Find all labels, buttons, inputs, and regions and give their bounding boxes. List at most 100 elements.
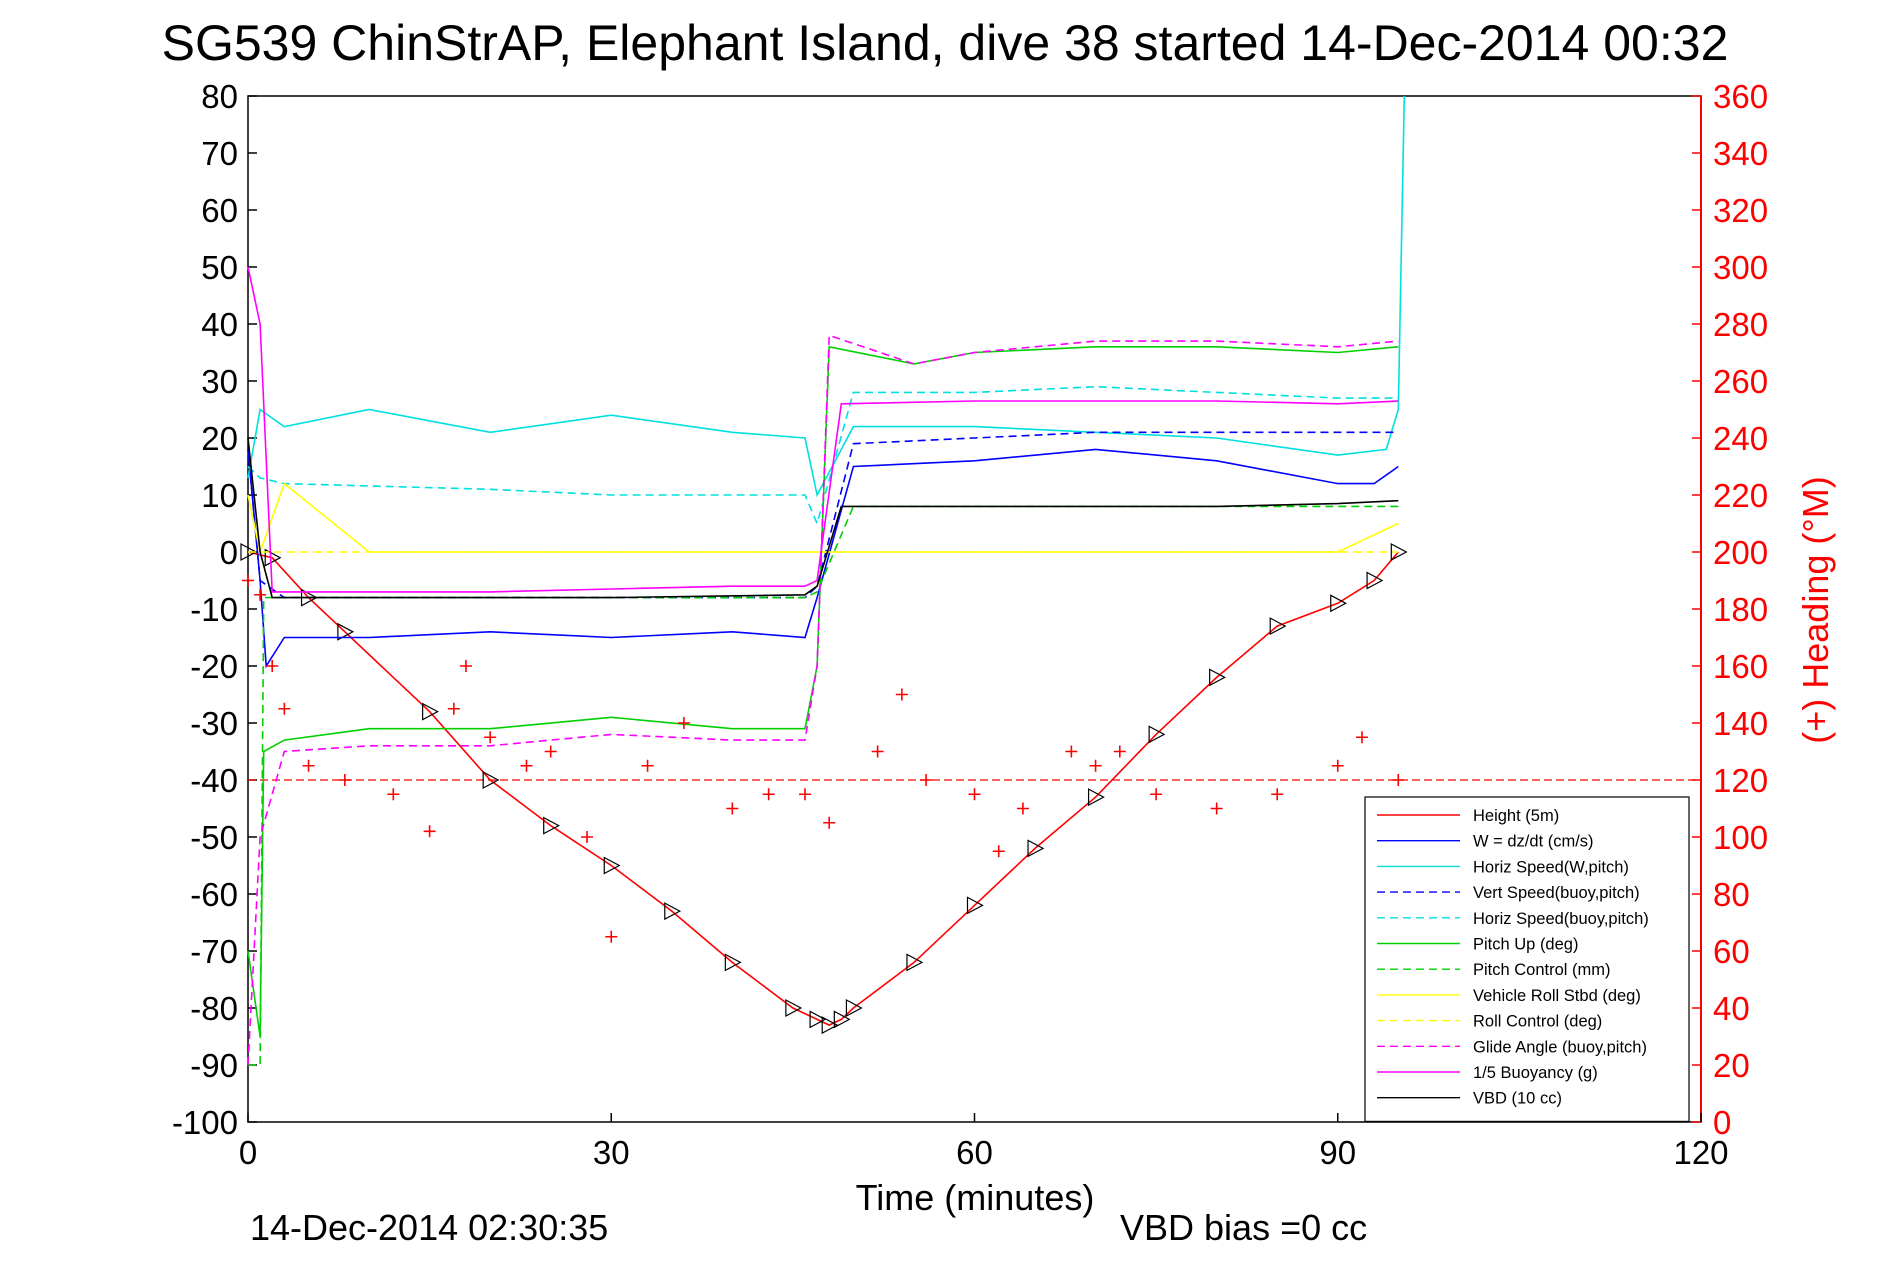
legend-box	[1364, 796, 1690, 1122]
series-10	[247, 266, 1399, 593]
y-right-tick-label: 60	[1713, 933, 1750, 970]
series-line	[247, 266, 1399, 593]
heading-point	[1392, 774, 1405, 786]
legend-entry: Pitch Up (deg)	[1473, 936, 1578, 954]
series-1	[247, 448, 1399, 669]
legend-entry: VBD (10 cc)	[1473, 1090, 1562, 1108]
heading-point	[895, 688, 908, 701]
heading-point	[1150, 788, 1163, 801]
legend: Height (5m) W = dz/dt (cm/s) Horiz Speed(W…	[1364, 796, 1690, 1122]
height-marker	[809, 1010, 827, 1029]
heading-point	[581, 831, 594, 843]
series-9	[247, 334, 1399, 1066]
y-tick-label: 0	[220, 534, 238, 571]
height-marker	[1390, 543, 1408, 561]
heading-point	[254, 588, 267, 601]
height-marker	[821, 1016, 839, 1035]
y-right-tick-label: 120	[1713, 762, 1768, 799]
y-right-tick-label: 80	[1713, 876, 1750, 913]
y-right-tick-label: 0	[1713, 1104, 1731, 1141]
height-marker	[240, 543, 258, 561]
series-6	[248, 505, 1399, 1066]
height-marker	[1027, 839, 1045, 858]
heading-point	[920, 774, 933, 786]
y-tick-label: -60	[190, 876, 238, 913]
heading-point	[641, 759, 654, 772]
y-tick-label: -40	[190, 762, 238, 799]
y-tick-label: -70	[190, 933, 238, 970]
heading-point	[605, 930, 618, 943]
heading-point	[1113, 745, 1126, 758]
chart-title: SG539 ChinStrAP, Elephant Island, dive 3…	[162, 15, 1729, 71]
legend-entry: Vert Speed(buoy,pitch)	[1473, 884, 1640, 902]
y-right-tick-label: 100	[1713, 819, 1768, 856]
y-tick-label: -20	[190, 648, 238, 685]
y-tick-label: 30	[201, 363, 238, 400]
heading-point	[302, 759, 315, 772]
y-right-tick-label: 20	[1713, 1047, 1750, 1084]
heading-point	[1355, 731, 1368, 744]
legend-entry: Height (5m)	[1473, 807, 1559, 825]
y-right-tick-label: 300	[1713, 249, 1768, 286]
footer-timestamp: 14-Dec-2014 02:30:35	[250, 1207, 608, 1248]
heading-point	[1065, 745, 1078, 758]
heading-point	[423, 825, 436, 838]
series-3	[247, 431, 1399, 599]
right-axis-label: (+) Heading (°M)	[1795, 476, 1836, 743]
heading-point	[1016, 802, 1029, 815]
footer-vbd-bias: VBD bias =0 cc	[1120, 1207, 1367, 1248]
y-tick-label: 50	[201, 249, 238, 286]
y-right-tick-label: 280	[1713, 306, 1768, 343]
heading-point	[266, 660, 279, 672]
legend-entry: Vehicle Roll Stbd (deg)	[1473, 987, 1641, 1005]
height-marker	[1209, 668, 1226, 687]
y-tick-label: -10	[190, 591, 238, 628]
y-right-tick-label: 220	[1713, 477, 1768, 514]
heading-point	[798, 788, 811, 801]
heading-point	[726, 802, 739, 815]
height-marker	[543, 816, 560, 835]
heading-point	[1331, 759, 1344, 772]
y-right-tick-label: 40	[1713, 990, 1750, 1027]
height-marker	[422, 702, 439, 721]
y-right-tick-label: 160	[1713, 648, 1768, 685]
heading-point	[871, 745, 884, 758]
heading-point	[242, 574, 254, 587]
height-marker	[337, 622, 355, 641]
x-axis-ticks: 0 30 60 90 120	[239, 1113, 1729, 1171]
y-tick-label: -90	[190, 1047, 238, 1084]
height-marker	[1148, 725, 1166, 744]
heading-point	[968, 788, 981, 801]
series-layer	[240, 95, 1701, 1066]
left-axis-ticks: 80 70 60 50 40 30 20 10 0 -10 -20 -30 -40 -50 -60 -70 -8…	[172, 78, 257, 1141]
heading-point	[520, 759, 533, 772]
heading-point	[484, 731, 497, 744]
heading-point	[1271, 788, 1284, 801]
series-line	[247, 437, 1399, 599]
height-marker	[785, 999, 803, 1017]
y-right-tick-label: 340	[1713, 135, 1768, 172]
y-tick-label: 40	[201, 306, 238, 343]
legend-entry: Glide Angle (buoy,pitch)	[1473, 1038, 1647, 1056]
y-right-tick-label: 180	[1713, 591, 1768, 628]
height-marker	[1366, 571, 1384, 590]
legend-entry: Roll Control (deg)	[1473, 1013, 1602, 1031]
height-marker	[1269, 617, 1287, 636]
height-marker	[264, 548, 282, 567]
heading-point	[1089, 759, 1102, 772]
height-marker	[724, 953, 742, 972]
y-right-tick-label: 240	[1713, 420, 1768, 457]
height-marker	[833, 1010, 851, 1029]
x-tick-label: 30	[593, 1134, 630, 1171]
heading-point	[762, 788, 775, 801]
y-tick-label: 70	[201, 135, 238, 172]
height-marker	[845, 999, 863, 1017]
y-right-tick-label: 260	[1713, 363, 1768, 400]
legend-entry: Horiz Speed(buoy,pitch)	[1473, 910, 1649, 928]
y-tick-label: 10	[201, 477, 238, 514]
series-line	[248, 505, 1399, 1066]
heading-point	[459, 660, 472, 672]
y-right-tick-label: 140	[1713, 705, 1768, 742]
y-tick-label: -100	[172, 1104, 238, 1141]
series-2	[247, 95, 1406, 498]
